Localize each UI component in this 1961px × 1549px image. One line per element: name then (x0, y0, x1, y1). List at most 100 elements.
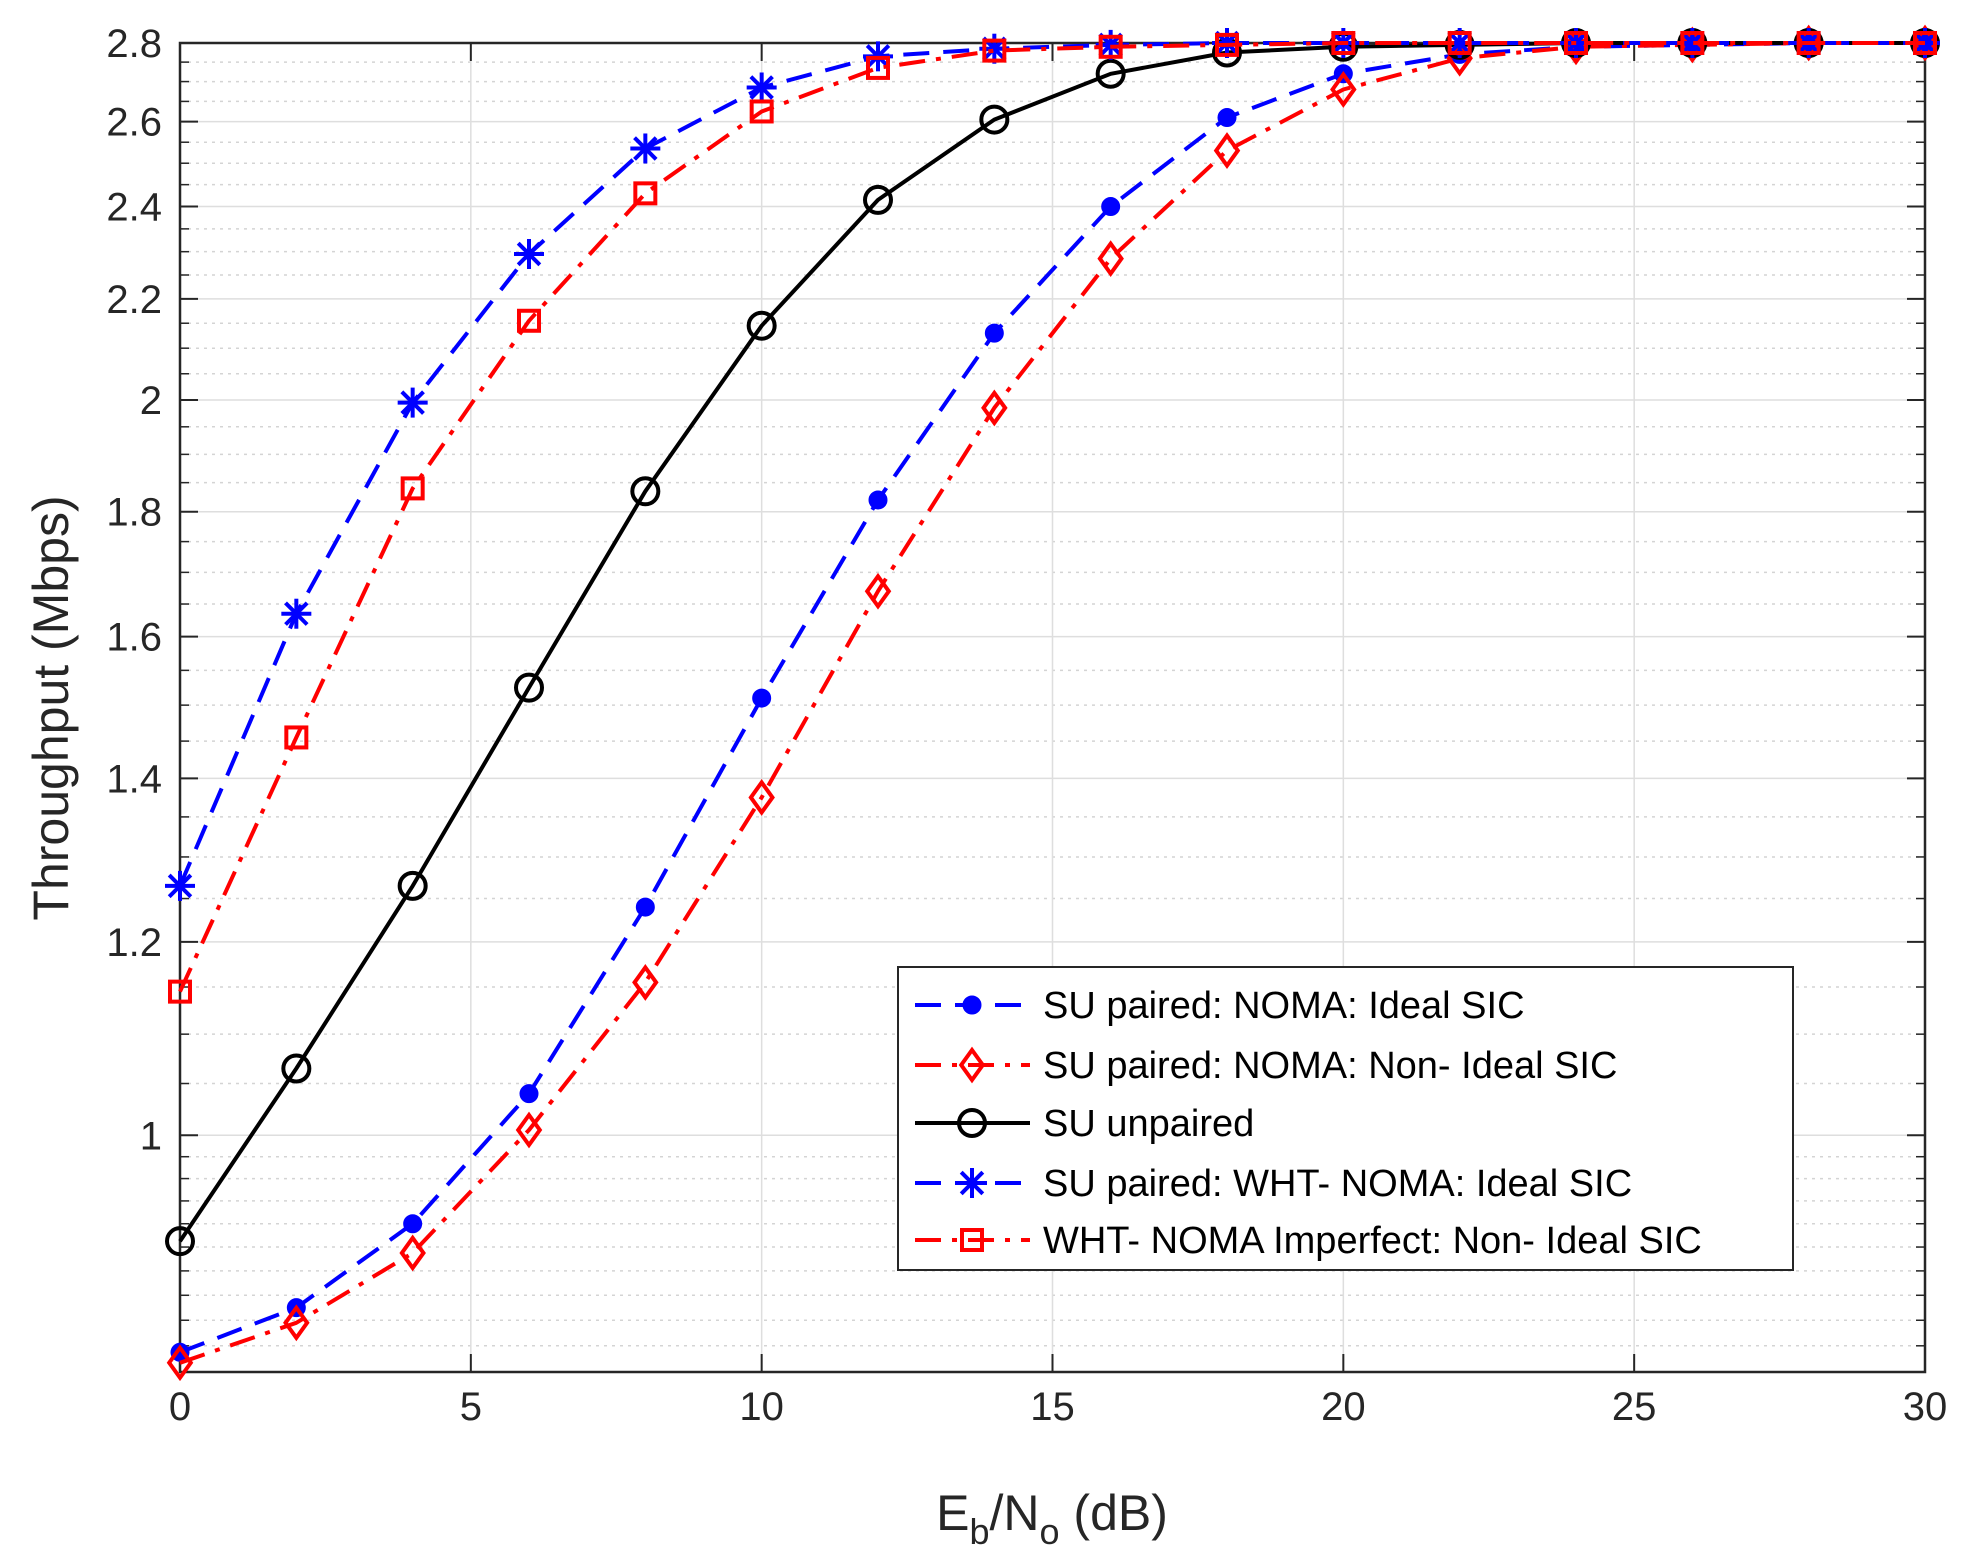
marker-dot (984, 323, 1004, 343)
marker-asterisk (957, 1168, 987, 1198)
marker-circle (397, 870, 428, 901)
x-axis-label: Eb/No (dB) (936, 1485, 1168, 1549)
marker-asterisk (630, 133, 661, 164)
marker-diamond (166, 1344, 194, 1382)
x-tick-label: 15 (1030, 1385, 1075, 1429)
x-tick-label: 5 (460, 1385, 482, 1429)
y-tick-label: 2.6 (106, 101, 162, 145)
marker-dot (635, 897, 655, 917)
y-tick-label: 2 (140, 379, 162, 423)
legend-item-4: SU paired: WHT- NOMA: Ideal SIC (915, 1163, 1632, 1205)
y-tick-label: 2.2 (106, 278, 162, 322)
marker-dot (1101, 197, 1121, 217)
asterisk-stroke (516, 241, 542, 267)
x-tick-labels: 0 5 10 15 20 25 30 (169, 1385, 1947, 1429)
asterisk-stroke (633, 136, 658, 161)
series-layer (165, 24, 1940, 1382)
marker-dot (519, 1084, 539, 1104)
marker-square (517, 308, 541, 333)
marker-circle (514, 672, 544, 703)
x-tick-label: 30 (1903, 1385, 1948, 1429)
legend-label: SU paired: NOMA: Ideal SIC (1043, 985, 1525, 1027)
marker-square (284, 725, 309, 750)
marker-circle (165, 1226, 195, 1257)
marker-circle (979, 104, 1010, 135)
marker-square (960, 1228, 984, 1252)
marker-asterisk (514, 238, 544, 269)
legend-item-2: SU paired: NOMA: Non- Ideal SIC (915, 1045, 1617, 1087)
x-tick-label: 0 (169, 1385, 191, 1429)
marker-circle (630, 476, 661, 507)
marker-square (168, 979, 192, 1004)
asterisk-stroke (167, 873, 193, 899)
y-tick-label: 1.6 (106, 616, 162, 660)
x-tick-label: 20 (1321, 1385, 1366, 1429)
marker-circle (281, 1053, 312, 1084)
marker-dot (752, 688, 772, 708)
x-tick-label: 10 (739, 1385, 784, 1429)
marker-diamond (748, 779, 775, 816)
marker-diamond (515, 1111, 543, 1149)
y-tick-label: 1 (140, 1114, 162, 1158)
marker-dot (403, 1214, 423, 1234)
marker-square (400, 476, 425, 501)
marker-asterisk (165, 870, 195, 901)
marker-asterisk (397, 387, 428, 418)
y-tick-labels: 1 1.2 1.4 1.6 1.8 2 2.2 2.4 2.6 2.8 (106, 22, 162, 1158)
y-tick-label: 2.8 (106, 22, 162, 66)
marker-diamond (864, 572, 892, 610)
marker-circle (957, 1108, 987, 1138)
marker-diamond (958, 1046, 986, 1084)
series-line (179, 41, 1925, 1365)
asterisk-stroke (1680, 30, 1705, 56)
series-line (178, 41, 1925, 993)
marker-diamond (399, 1234, 426, 1272)
marker-square (1215, 32, 1239, 57)
axis-ticks (179, 42, 1926, 1372)
marker-circle (746, 310, 777, 341)
marker-dot (962, 995, 982, 1015)
y-tick-label: 1.2 (106, 921, 162, 965)
x-tick-label: 25 (1612, 1385, 1657, 1429)
marker-square (1331, 31, 1356, 55)
marker-diamond (283, 1304, 310, 1342)
marker-circle (863, 184, 893, 215)
marker-square (749, 99, 774, 124)
marker-dot (1217, 108, 1237, 128)
marker-diamond (981, 389, 1008, 427)
marker-square (866, 55, 890, 80)
marker-square (1564, 31, 1588, 55)
marker-dot (868, 490, 888, 510)
marker-square (633, 181, 658, 206)
asterisk-stroke (749, 75, 774, 100)
legend-label: SU paired: NOMA: Non- Ideal SIC (1043, 1045, 1617, 1087)
asterisk-stroke (959, 1170, 985, 1196)
marker-asterisk (746, 72, 777, 103)
marker-square (1447, 31, 1472, 55)
y-tick-label: 2.4 (106, 186, 162, 230)
marker-diamond (1097, 240, 1124, 278)
legend-label: SU unpaired (1043, 1103, 1254, 1145)
marker-circle (1095, 58, 1126, 89)
y-tick-label: 1.4 (106, 757, 162, 801)
asterisk-stroke (1447, 30, 1472, 56)
marker-square (1913, 31, 1937, 55)
y-axis-label: Throughput (Mbps) (23, 495, 79, 920)
asterisk-stroke (400, 390, 425, 415)
legend-item-1: SU paired: NOMA: Ideal SIC (915, 985, 1525, 1027)
y-tick-label: 1.8 (106, 491, 162, 535)
legend-box (897, 966, 1794, 1271)
legend-item-3: SU unpaired (915, 1103, 1254, 1145)
asterisk-stroke (284, 601, 309, 626)
legend-label: SU paired: WHT- NOMA: Ideal SIC (1043, 1163, 1632, 1205)
series-line (179, 41, 1925, 1355)
legend-item-5: WHT- NOMA Imperfect: Non- Ideal SIC (915, 1220, 1702, 1262)
marker-square (1796, 31, 1821, 55)
marker-diamond (632, 963, 659, 1001)
legend-label: WHT- NOMA Imperfect: Non- Ideal SIC (1043, 1220, 1702, 1262)
marker-square (1098, 34, 1123, 59)
marker-diamond (1679, 26, 1706, 64)
series-5 (168, 31, 1937, 1004)
marker-asterisk (281, 598, 312, 629)
